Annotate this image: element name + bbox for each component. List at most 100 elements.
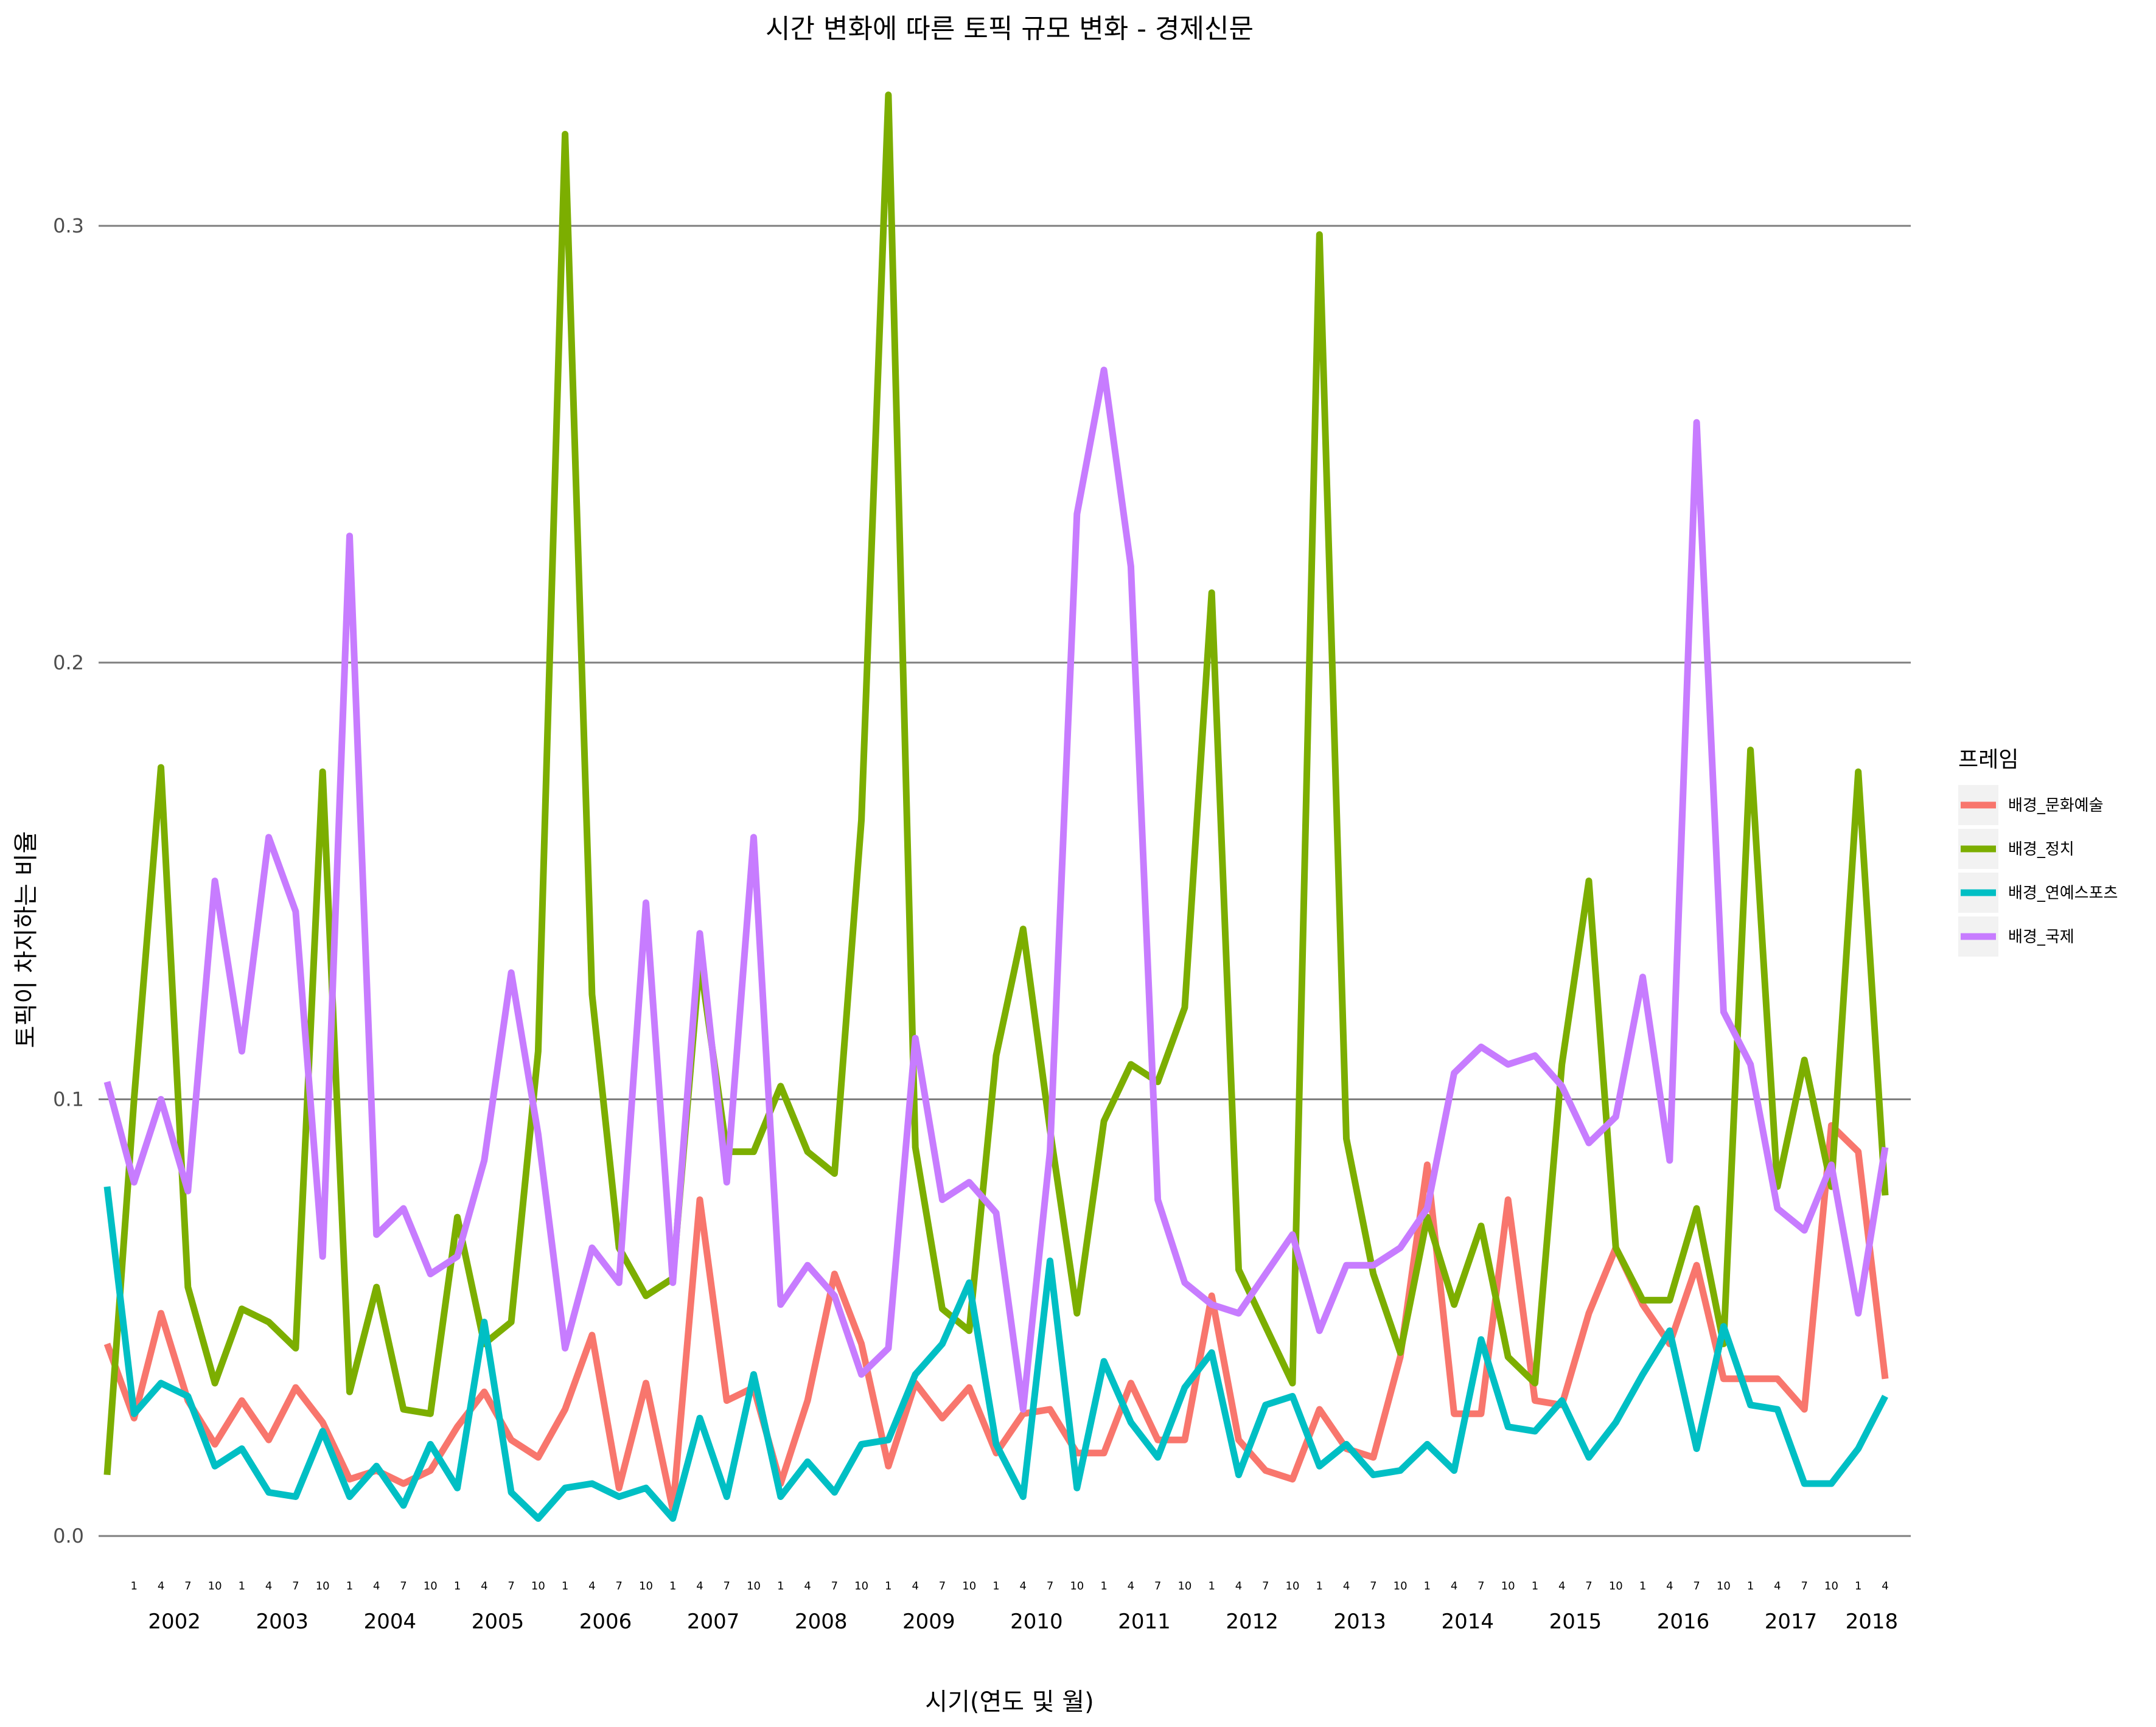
month-tick-label: 7 bbox=[184, 1580, 191, 1593]
month-tick-label: 4 bbox=[804, 1580, 811, 1593]
year-label: 2016 bbox=[1657, 1610, 1710, 1634]
legend-title: 프레임 bbox=[1958, 747, 2018, 772]
legend-label-4: 배경_국제 bbox=[2008, 928, 2074, 946]
month-tick-label: 10 bbox=[531, 1580, 545, 1593]
month-tick-label: 7 bbox=[724, 1580, 730, 1593]
year-label: 2004 bbox=[364, 1610, 417, 1634]
year-label: 2005 bbox=[472, 1610, 525, 1634]
month-tick-label: 4 bbox=[1666, 1580, 1673, 1593]
legend-label-3: 배경_연예스포츠 bbox=[2008, 884, 2118, 902]
y-tick-label: 0.1 bbox=[53, 1087, 84, 1111]
month-tick-label: 7 bbox=[939, 1580, 946, 1593]
month-tick-label: 7 bbox=[400, 1580, 406, 1593]
month-tick-label: 1 bbox=[454, 1580, 461, 1593]
month-tick-label: 4 bbox=[696, 1580, 703, 1593]
month-tick-label: 1 bbox=[1855, 1580, 1861, 1593]
month-tick-label: 4 bbox=[373, 1580, 380, 1593]
month-tick-label: 10 bbox=[1501, 1580, 1515, 1593]
series-line-1 bbox=[103, 1122, 1889, 1513]
month-tick-label: 7 bbox=[1370, 1580, 1376, 1593]
x-axis-month-tick-labels: 1 4 7 10 1 4 7 10 1 4 7 10 1 4 7 10 1 4 7 10 1 4 7 10 1 4 7 10 1 4 7 10… bbox=[131, 1580, 1889, 1593]
month-tick-label: 10 bbox=[1177, 1580, 1191, 1593]
month-tick-label: 1 bbox=[239, 1580, 245, 1593]
year-label: 2014 bbox=[1442, 1610, 1495, 1634]
month-tick-label: 10 bbox=[1824, 1580, 1838, 1593]
month-tick-label: 1 bbox=[669, 1580, 676, 1593]
chart-title: 시간 변화에 따른 토픽 규모 변화 - 경제신문 bbox=[766, 13, 1254, 44]
month-tick-label: 1 bbox=[1532, 1580, 1538, 1593]
month-tick-label: 4 bbox=[1235, 1580, 1242, 1593]
y-axis-title: 토픽이 차지하는 비율 bbox=[12, 831, 40, 1048]
series-lines bbox=[103, 91, 1889, 1522]
month-tick-label: 4 bbox=[1774, 1580, 1781, 1593]
month-tick-label: 4 bbox=[158, 1580, 164, 1593]
month-tick-label: 7 bbox=[1585, 1580, 1592, 1593]
month-tick-label: 4 bbox=[1020, 1580, 1027, 1593]
month-tick-label: 10 bbox=[639, 1580, 653, 1593]
month-tick-label: 7 bbox=[1477, 1580, 1484, 1593]
month-tick-label: 4 bbox=[588, 1580, 595, 1593]
year-label: 2013 bbox=[1333, 1610, 1386, 1634]
x-axis-year-labels: 2002 2003 2004 2005 2006 2007 2008 2009 2010 2011… bbox=[148, 1610, 1898, 1634]
month-tick-label: 10 bbox=[1286, 1580, 1300, 1593]
month-tick-label: 4 bbox=[265, 1580, 272, 1593]
year-label: 2008 bbox=[795, 1610, 848, 1634]
series-line-3 bbox=[103, 1186, 1888, 1522]
month-tick-label: 10 bbox=[1717, 1580, 1731, 1593]
month-tick-label: 1 bbox=[1424, 1580, 1431, 1593]
year-label: 2015 bbox=[1549, 1610, 1602, 1634]
month-tick-label: 4 bbox=[481, 1580, 487, 1593]
month-tick-label: 1 bbox=[1316, 1580, 1323, 1593]
month-tick-label: 4 bbox=[1451, 1580, 1457, 1593]
month-tick-label: 10 bbox=[747, 1580, 761, 1593]
month-tick-label: 1 bbox=[1208, 1580, 1215, 1593]
month-tick-label: 4 bbox=[1343, 1580, 1350, 1593]
month-tick-label: 10 bbox=[1394, 1580, 1408, 1593]
month-tick-label: 10 bbox=[1070, 1580, 1084, 1593]
month-tick-label: 10 bbox=[424, 1580, 438, 1593]
month-tick-label: 1 bbox=[1747, 1580, 1754, 1593]
x-axis-title: 시기(연도 및 월) bbox=[925, 1688, 1094, 1716]
y-tick-label: 0.0 bbox=[53, 1524, 84, 1547]
series-line-4 bbox=[103, 366, 1889, 1413]
year-label: 2012 bbox=[1226, 1610, 1279, 1634]
year-label: 2009 bbox=[902, 1610, 955, 1634]
month-tick-label: 10 bbox=[208, 1580, 222, 1593]
month-tick-label: 1 bbox=[1100, 1580, 1107, 1593]
month-tick-label: 1 bbox=[131, 1580, 138, 1593]
series-line-2 bbox=[103, 91, 1889, 1475]
month-tick-label: 7 bbox=[508, 1580, 514, 1593]
month-tick-label: 7 bbox=[1693, 1580, 1700, 1593]
month-tick-label: 7 bbox=[1262, 1580, 1269, 1593]
month-tick-label: 1 bbox=[1639, 1580, 1646, 1593]
year-label: 2003 bbox=[256, 1610, 309, 1634]
y-tick-label: 0.3 bbox=[53, 214, 84, 237]
month-tick-label: 1 bbox=[562, 1580, 568, 1593]
year-label: 2017 bbox=[1765, 1610, 1818, 1634]
year-label: 2006 bbox=[579, 1610, 632, 1634]
month-tick-label: 7 bbox=[292, 1580, 299, 1593]
month-tick-label: 7 bbox=[1801, 1580, 1807, 1593]
month-tick-label: 4 bbox=[1558, 1580, 1565, 1593]
legend-label-2: 배경_정치 bbox=[2008, 840, 2074, 859]
year-label: 2002 bbox=[148, 1610, 201, 1634]
month-tick-label: 4 bbox=[912, 1580, 918, 1593]
month-tick-label: 7 bbox=[1154, 1580, 1161, 1593]
month-tick-label: 10 bbox=[316, 1580, 330, 1593]
month-tick-label: 1 bbox=[346, 1580, 353, 1593]
year-label: 2018 bbox=[1846, 1610, 1899, 1634]
month-tick-label: 1 bbox=[993, 1580, 999, 1593]
year-label: 2010 bbox=[1010, 1610, 1063, 1634]
year-label: 2007 bbox=[687, 1610, 740, 1634]
month-tick-label: 10 bbox=[1609, 1580, 1623, 1593]
month-tick-label: 10 bbox=[962, 1580, 976, 1593]
month-tick-label: 4 bbox=[1882, 1580, 1888, 1593]
legend-label-1: 배경_문화예술 bbox=[2008, 797, 2104, 815]
month-tick-label: 1 bbox=[885, 1580, 891, 1593]
grid-lines bbox=[99, 225, 1911, 1537]
month-tick-label: 7 bbox=[831, 1580, 838, 1593]
year-label: 2011 bbox=[1118, 1610, 1171, 1634]
